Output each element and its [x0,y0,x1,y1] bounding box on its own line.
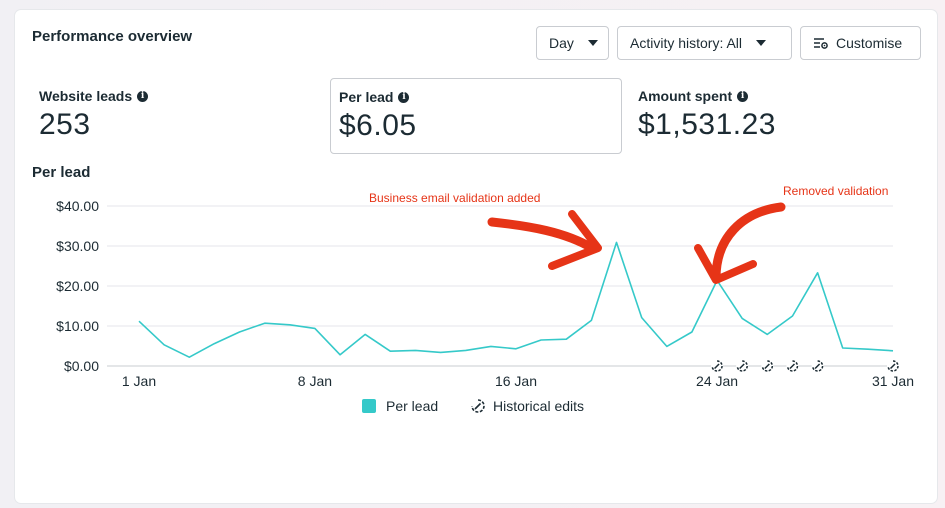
panel-title: Performance overview [32,28,193,45]
historical-edit-icon[interactable] [736,360,749,372]
annotation-arrow-left [487,217,597,253]
metric-value-website-leads: 253 [39,108,91,141]
historical-edit-icon[interactable] [811,360,824,372]
historical-edit-icon [471,399,485,413]
chart-title: Per lead [32,164,91,181]
historical-edit-icon[interactable] [711,360,724,372]
metric-per-lead[interactable]: Per lead i $6.05 [330,78,622,154]
legend-label-per-lead: Per lead [386,398,439,414]
metric-value-per-lead: $6.05 [339,109,417,142]
historical-edit-icon[interactable] [887,360,899,372]
annotation-validation-removed: Removed validation [783,184,889,198]
y-tick-label: $0.00 [64,358,99,374]
metric-value-amount-spent: $1,531.23 [638,108,776,141]
series-line-per-lead [138,241,894,359]
metric-label-text: Amount spent [638,88,733,104]
annotation-validation-added: Business email validation added [369,191,541,205]
performance-card: Performance overview Day Activity histor… [15,10,937,503]
metric-label-text: Per lead [339,89,394,105]
metric-label-per-lead: Per lead i [339,89,621,105]
metric-label-text: Website leads [39,88,133,104]
y-tick-label: $10.00 [56,318,99,334]
activity-history-dropdown[interactable]: Activity history: All [617,26,792,60]
legend-historical-edits[interactable]: Historical edits [470,398,584,414]
legend-swatch [362,399,376,413]
historical-edit-icon[interactable] [786,360,799,372]
historical-edit-icon[interactable] [761,360,774,372]
activity-history-label: Activity history: All [630,35,743,51]
day-dropdown[interactable]: Day [536,26,609,60]
metric-amount-spent[interactable]: Amount spent i $1,531.23 [638,78,898,142]
x-tick-label: 31 Jan [872,373,914,389]
x-tick-label: 8 Jan [298,373,332,389]
legend-per-lead[interactable]: Per lead [362,398,438,414]
annotation-arrowhead-left [548,210,602,270]
customise-settings-icon [814,38,828,49]
x-tick-label: 16 Jan [495,373,537,389]
annotation-arrowhead-right [694,244,757,284]
chevron-down-icon [587,40,598,46]
info-icon[interactable]: i [398,91,410,103]
y-tick-label: $40.00 [56,198,99,214]
day-dropdown-label: Day [549,35,574,51]
y-tick-label: $20.00 [56,278,99,294]
customise-label: Customise [836,35,903,51]
chevron-down-icon [756,40,767,46]
annotation-arrow-right [711,202,786,283]
legend-label-historical-edits: Historical edits [493,398,585,414]
customise-button[interactable]: Customise [800,26,921,60]
x-tick-label: 1 Jan [122,373,156,389]
y-tick-label: $30.00 [56,238,99,254]
info-icon[interactable]: i [137,90,149,102]
metric-label-website-leads: Website leads i [39,88,279,104]
metric-label-amount-spent: Amount spent i [638,88,898,104]
info-icon[interactable]: i [737,90,749,102]
x-tick-label: 24 Jan [696,373,738,389]
metric-website-leads[interactable]: Website leads i 253 [39,78,279,142]
